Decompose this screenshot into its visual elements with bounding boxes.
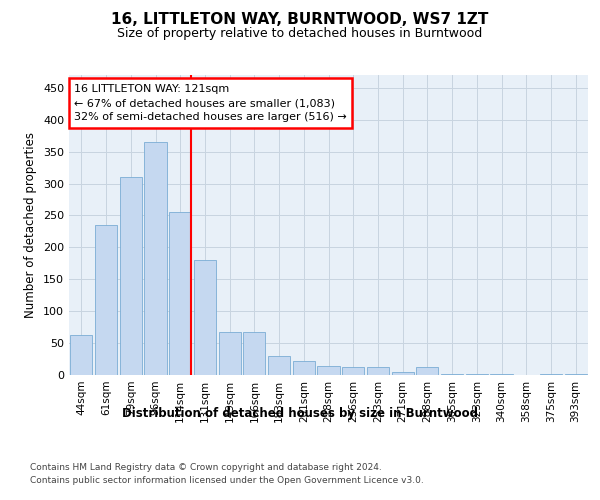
Bar [268, 356, 290, 375]
Text: 16 LITTLETON WAY: 121sqm
← 67% of detached houses are smaller (1,083)
32% of sem: 16 LITTLETON WAY: 121sqm ← 67% of detach… [74, 84, 347, 122]
Bar [218, 332, 241, 375]
Text: Contains HM Land Registry data © Crown copyright and database right 2024.: Contains HM Land Registry data © Crown c… [30, 462, 382, 471]
Text: Distribution of detached houses by size in Burntwood: Distribution of detached houses by size … [122, 408, 478, 420]
Bar [70, 335, 92, 375]
Bar [565, 374, 587, 375]
Bar [540, 374, 562, 375]
Bar [145, 142, 167, 375]
Bar [490, 374, 512, 375]
Text: Contains public sector information licensed under the Open Government Licence v3: Contains public sector information licen… [30, 476, 424, 485]
Bar [194, 260, 216, 375]
Text: Size of property relative to detached houses in Burntwood: Size of property relative to detached ho… [118, 28, 482, 40]
Bar [293, 361, 315, 375]
Y-axis label: Number of detached properties: Number of detached properties [25, 132, 37, 318]
Text: 16, LITTLETON WAY, BURNTWOOD, WS7 1ZT: 16, LITTLETON WAY, BURNTWOOD, WS7 1ZT [112, 12, 488, 28]
Bar [392, 372, 414, 375]
Bar [317, 366, 340, 375]
Bar [367, 366, 389, 375]
Bar [119, 177, 142, 375]
Bar [416, 366, 439, 375]
Bar [169, 212, 191, 375]
Bar [95, 225, 117, 375]
Bar [466, 374, 488, 375]
Bar [243, 332, 265, 375]
Bar [441, 374, 463, 375]
Bar [342, 366, 364, 375]
